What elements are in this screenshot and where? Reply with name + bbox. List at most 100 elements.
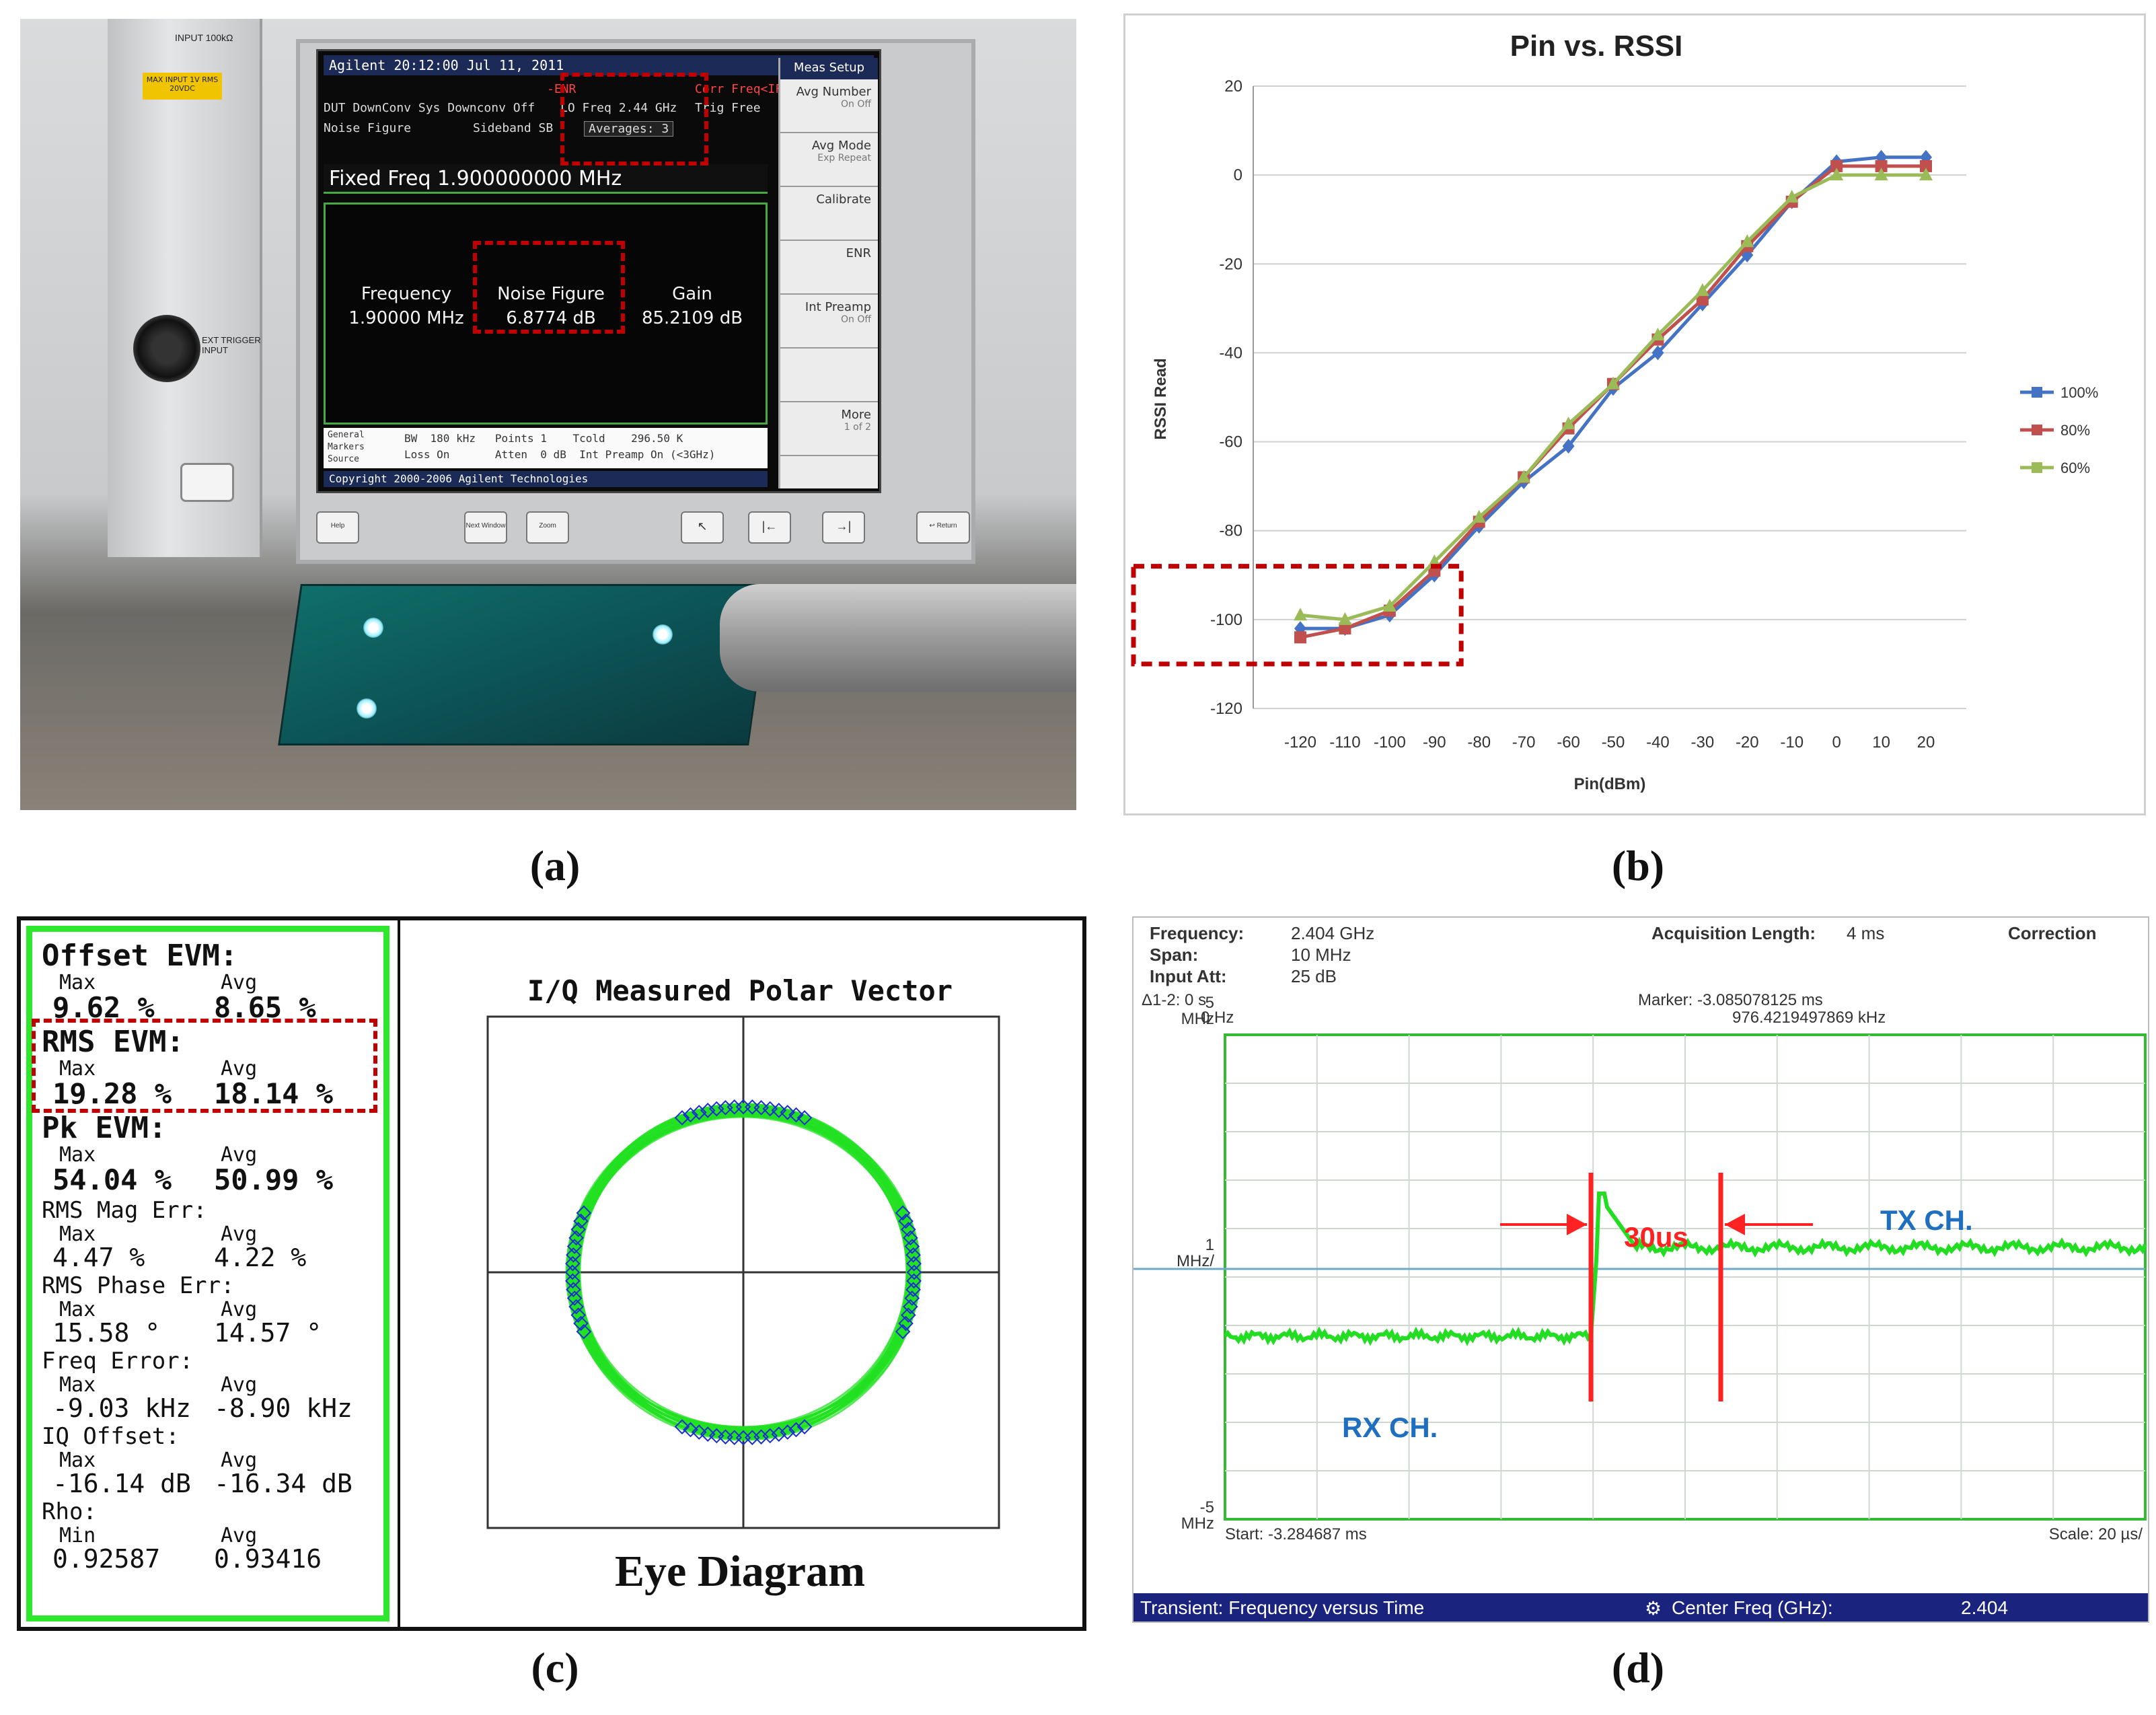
iq-symbol-point [735, 1430, 751, 1446]
x-tick-label: 10 [1872, 733, 1890, 752]
frequency-trace [1223, 1192, 2147, 1346]
evm-value: 0.92587 [52, 1544, 161, 1574]
evm-column-header: Avg [221, 1449, 258, 1472]
meas-gain-label: Gain [672, 284, 712, 304]
softkey-calibrate[interactable]: Calibrate [780, 187, 878, 241]
softkey-avg-number[interactable]: Avg Number On Off [780, 79, 878, 133]
fixed-freq: Fixed Freq 1.900000000 MHz [324, 164, 768, 194]
softkey-label: Int Preamp [805, 300, 871, 314]
arrow-nw-key[interactable]: ↖ [681, 511, 724, 544]
evm-value: 4.22 % [214, 1243, 307, 1272]
x-tick-label: -80 [1467, 733, 1491, 752]
tab-markers[interactable]: Markers [328, 442, 365, 452]
evm-group-title: Pk EVM: [42, 1111, 167, 1145]
evm-column-header: Avg [221, 1373, 258, 1397]
evm-value: -16.34 dB [214, 1469, 352, 1498]
bottom-line-1: BW 180 kHz Points 1 Tcold 296.50 K [404, 432, 683, 445]
nf-line: Noise Figure [324, 121, 412, 135]
center-freq-label: Center Freq (GHz): [1672, 1597, 1833, 1618]
x-tick-label: -120 [1284, 733, 1316, 752]
evm-value: 19.28 % [52, 1077, 172, 1110]
tab-source[interactable]: Source [328, 454, 359, 464]
softkey-blank[interactable] [780, 349, 878, 402]
trig-mode: Trig Free [695, 101, 761, 115]
data-point [1785, 190, 1799, 203]
evm-column-header: Max [59, 1373, 96, 1397]
softkey-sub: On Off [840, 99, 871, 110]
y-tick-label: 0 [1234, 166, 1242, 184]
rx-channel-label: RX CH. [1342, 1412, 1438, 1443]
data-point [1472, 509, 1486, 523]
iq-symbol-point [708, 1101, 724, 1117]
data-point [1651, 345, 1664, 361]
next-window-key[interactable]: Next Window [464, 511, 507, 544]
evm-value: 54.04 % [52, 1163, 172, 1196]
input-label: INPUT 100kΩ [175, 32, 233, 43]
att-value: 25 dB [1291, 966, 1337, 986]
legend-marker [2032, 387, 2042, 398]
y-axis-label: RSSI Read [1152, 358, 1170, 439]
arrow-right-head [1725, 1214, 1745, 1235]
evm-value: 9.62 % [52, 991, 155, 1024]
legend-label: 60% [2060, 460, 2090, 476]
led-light [357, 698, 377, 719]
delta-hz: 0 Hz [1201, 1009, 1234, 1027]
iq-symbol-point [895, 1323, 911, 1340]
softkey-avg-mode[interactable]: Avg Mode Exp Repeat [780, 133, 878, 187]
iq-symbol-point [906, 1264, 922, 1280]
iq-symbol-point [727, 1099, 743, 1115]
iq-symbol-point [796, 1110, 813, 1126]
iq-symbol-point [796, 1419, 813, 1434]
warning-label: MAX INPUT 1V RMS 20VDC [143, 73, 222, 100]
y-tick-label: -100 [1210, 611, 1242, 629]
frequency-value: 2.404 GHz [1291, 923, 1375, 943]
power-button[interactable] [180, 463, 234, 502]
y-tick-value: 1 [1205, 1236, 1214, 1254]
help-key[interactable]: Help [316, 511, 359, 544]
y-tick-value: -5 [1200, 1498, 1214, 1517]
iq-symbol-point [573, 1213, 589, 1229]
data-point [1830, 168, 1844, 181]
iq-symbol-point [906, 1255, 922, 1272]
data-point [1294, 631, 1306, 644]
evm-value: 15.58 ° [52, 1318, 161, 1348]
iq-symbol-point [905, 1247, 921, 1263]
return-key[interactable]: ↩ Return [916, 511, 970, 544]
evm-value: 0.93416 [214, 1544, 322, 1574]
gear-icon[interactable]: ⚙ [1645, 1598, 1662, 1619]
highlight-box [473, 241, 625, 334]
tx-channel-label: TX CH. [1880, 1204, 1973, 1236]
evm-value: -16.14 dB [52, 1469, 191, 1498]
softkey-sub: 1 of 2 [844, 422, 871, 433]
x-tick-label: -60 [1557, 733, 1580, 752]
evm-column-header: Max [59, 1143, 96, 1167]
tab-general[interactable]: General [328, 430, 365, 440]
meas-frequency: Frequency 1.90000 MHz [346, 282, 467, 330]
tab-right-key[interactable]: →| [822, 511, 865, 544]
caption-d: (d) [1611, 1644, 1665, 1691]
meas-frequency-label: Frequency [361, 284, 452, 304]
rssi-chart-panel: Pin vs. RSSI 20 0 -20 -40 -60 -80 -100 -120 -120-… [1123, 13, 2146, 815]
measurement-area: Frequency 1.90000 MHz Noise Figure 6.877… [324, 203, 768, 425]
data-point [1338, 612, 1352, 625]
evm-column-header: Max [59, 1057, 96, 1081]
span-label: Span: [1150, 945, 1199, 965]
evm-panel: Offset EVM: Max Avg 9.62 % 8.65 % RMS EVM: Max… [17, 916, 1086, 1631]
interval-label: 30us [1624, 1221, 1688, 1253]
iq-symbol-point [674, 1110, 690, 1126]
data-point [1920, 159, 1932, 172]
frequency-label: Frequency: [1150, 923, 1244, 943]
caption-b: (b) [1611, 842, 1665, 889]
iq-symbol-point [565, 1273, 581, 1289]
zoom-key[interactable]: Zoom [526, 511, 569, 544]
softkey-enr[interactable]: ENR [780, 241, 878, 295]
softkey-more[interactable]: More 1 of 2 [780, 402, 878, 456]
meas-noise-figure: Noise Figure 6.8774 dB [487, 282, 615, 330]
evm-column-header: Min [59, 1524, 96, 1547]
y-tick-label: -80 [1219, 522, 1242, 540]
x-tick-label: 20 [1917, 733, 1935, 752]
ext-trigger-connector[interactable] [133, 315, 200, 382]
delta-time: Δ1-2: 0 s [1142, 991, 1206, 1009]
tab-left-key[interactable]: |← [748, 511, 791, 544]
softkey-int-preamp[interactable]: Int Preamp On Off [780, 295, 878, 349]
